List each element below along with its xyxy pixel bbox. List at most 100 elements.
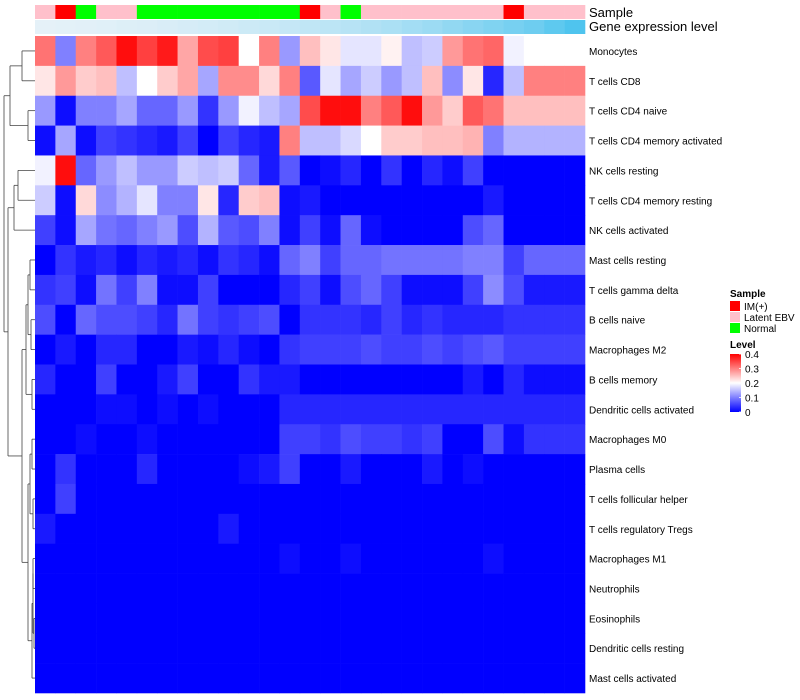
heatmap-cell: [564, 95, 586, 126]
heatmap-cell: [544, 304, 565, 335]
heatmap-cell: [381, 603, 402, 634]
expression-annotation-cell: [279, 20, 301, 34]
heatmap-cell: [483, 633, 504, 664]
heatmap-cell: [523, 36, 545, 67]
heatmap-cell: [360, 274, 382, 306]
heatmap-cell: [75, 334, 97, 365]
heatmap-cell: [340, 95, 362, 126]
heatmap-cell: [116, 245, 138, 276]
heatmap-cell: [116, 573, 138, 604]
heatmap-cell: [523, 483, 545, 515]
heatmap-cell: [116, 215, 138, 246]
heatmap-cell: [238, 36, 260, 67]
heatmap-cell: [360, 454, 382, 485]
heatmap-cell: [442, 543, 464, 574]
heatmap-cell: [197, 185, 219, 216]
heatmap-cell: [279, 274, 301, 306]
heatmap-cell: [177, 95, 199, 126]
heatmap-cell: [259, 155, 280, 186]
sample-annotation-cell: [299, 5, 321, 19]
heatmap-cell: [523, 394, 545, 425]
expression-annotation-cell: [422, 20, 443, 34]
heatmap-cell: [320, 483, 341, 515]
heatmap-cell: [157, 424, 178, 455]
heatmap-cell: [75, 603, 97, 634]
heatmap-cell: [75, 543, 97, 574]
heatmap-cell: [523, 424, 545, 455]
heatmap-cell: [116, 424, 138, 455]
row-label: Neutrophils: [589, 584, 640, 595]
heatmap-cell: [218, 304, 240, 335]
heatmap-cell: [177, 513, 199, 544]
heatmap-cell: [462, 185, 484, 216]
heatmap-cell: [483, 543, 504, 574]
heatmap-cell: [299, 215, 321, 246]
heatmap-cell: [422, 394, 443, 425]
heatmap-cell: [177, 65, 199, 97]
heatmap-cell: [564, 513, 586, 544]
heatmap-cell: [381, 663, 402, 694]
heatmap-cell: [503, 65, 525, 97]
heatmap-cell: [422, 424, 443, 455]
heatmap-cell: [75, 364, 97, 395]
heatmap-cell: [340, 274, 362, 306]
sample-annotation-cell: [544, 5, 565, 19]
heatmap-cell: [503, 394, 525, 425]
heatmap-cell: [259, 513, 280, 544]
heatmap-cell: [401, 364, 423, 395]
heatmap-cell: [381, 65, 402, 97]
heatmap-cell: [197, 65, 219, 97]
heatmap-cell: [55, 155, 77, 186]
heatmap-cell: [483, 513, 504, 544]
heatmap-cell: [157, 274, 178, 306]
heatmap-cell: [523, 215, 545, 246]
heatmap-cell: [218, 95, 240, 126]
heatmap-cell: [340, 394, 362, 425]
sample-annotation-cell: [401, 5, 423, 19]
heatmap-cell: [564, 215, 586, 246]
heatmap-cell: [116, 65, 138, 97]
heatmap-cell: [544, 185, 565, 216]
heatmap-cell: [503, 424, 525, 455]
heatmap-cell: [299, 155, 321, 186]
heatmap-cell: [340, 483, 362, 515]
heatmap-cell: [177, 573, 199, 604]
row-label: Eosinophils: [589, 614, 640, 625]
row-label: Dendritic cells resting: [589, 644, 684, 655]
legend-level-title: Level: [730, 340, 756, 351]
heatmap-cell: [238, 125, 260, 156]
heatmap-cell: [75, 36, 97, 67]
heatmap-cell: [197, 663, 219, 694]
heatmap-cell: [35, 185, 56, 216]
heatmap-cell: [360, 304, 382, 335]
heatmap-cell: [462, 603, 484, 634]
heatmap-cell: [523, 633, 545, 664]
heatmap-cell: [462, 125, 484, 156]
heatmap-cell: [544, 215, 565, 246]
heatmap-cell: [320, 36, 341, 67]
heatmap-cell: [503, 513, 525, 544]
heatmap-cell: [157, 513, 178, 544]
expression-annotation-cell: [218, 20, 240, 34]
heatmap-cell: [401, 125, 423, 156]
heatmap-cell: [116, 304, 138, 335]
heatmap-cell: [55, 454, 77, 485]
heatmap-cell: [442, 334, 464, 365]
heatmap-cell: [483, 215, 504, 246]
heatmap-cell: [35, 215, 56, 246]
heatmap-cell: [75, 663, 97, 694]
heatmap-cell: [564, 364, 586, 395]
expression-annotation-cell: [503, 20, 525, 34]
heatmap-cell: [381, 394, 402, 425]
heatmap-cell: [177, 155, 199, 186]
heatmap-cell: [299, 663, 321, 694]
heatmap-cell: [157, 663, 178, 694]
heatmap-cell: [75, 454, 97, 485]
heatmap-cell: [320, 663, 341, 694]
heatmap-cell: [218, 454, 240, 485]
heatmap-cell: [136, 155, 158, 186]
heatmap-cell: [483, 573, 504, 604]
heatmap-cell: [136, 304, 158, 335]
heatmap-cell: [381, 543, 402, 574]
